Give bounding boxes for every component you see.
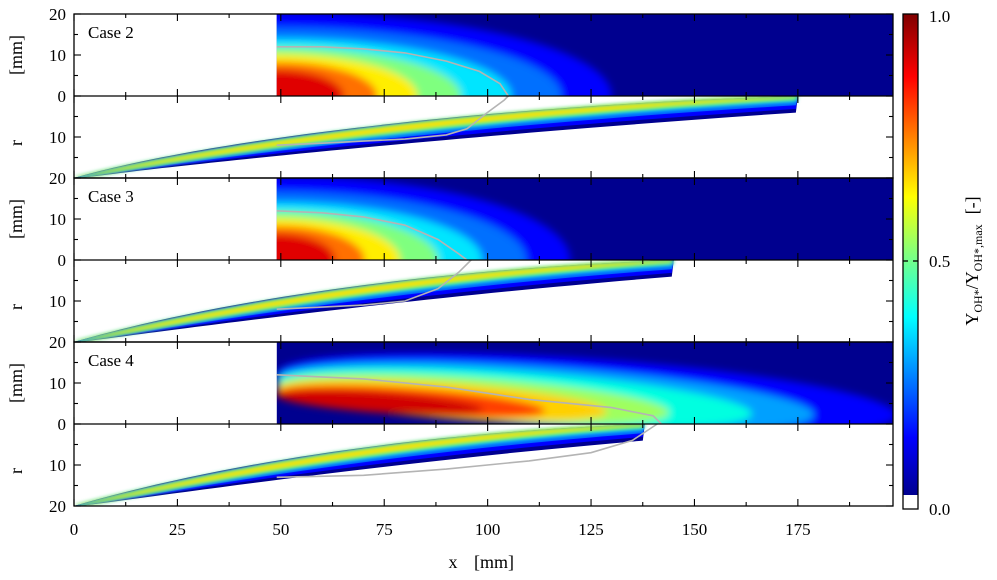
x-axis-unit: [mm] — [474, 552, 514, 572]
r-axis-unit-1: [mm] — [6, 35, 26, 75]
simulation-field-2 — [74, 96, 798, 178]
r-axis-title-3: r — [6, 468, 26, 474]
x-tick-label: 0 — [70, 520, 79, 539]
colorbar-label-sub1: OH* — [971, 289, 985, 312]
r-axis-unit-2: [mm] — [6, 199, 26, 239]
case-label-3: Case 3 — [88, 187, 134, 206]
r-tick-label: 20 — [49, 169, 66, 188]
simulation-field-3 — [74, 260, 674, 342]
experiment-blob-6 — [276, 69, 344, 96]
experiment-blob-6 — [276, 233, 336, 260]
simulation-layer-3 — [74, 424, 645, 506]
experiment-band-6 — [276, 389, 484, 415]
r-tick-label: 10 — [49, 128, 66, 147]
r-axis-titles: r [mm] r [mm] r [mm] — [6, 35, 26, 474]
x-tick-label: 25 — [169, 520, 186, 539]
r-tick-label: 10 — [49, 374, 66, 393]
case-3-group — [74, 178, 893, 342]
simulation-layer-3 — [74, 96, 798, 178]
simulation-layer-2 — [74, 260, 674, 342]
r-tick-label: 20 — [49, 5, 66, 24]
colorbar-label-sep: /Y — [962, 271, 982, 289]
colorbar-gradient — [903, 14, 918, 495]
colorbar-label-main: Y — [962, 313, 982, 326]
r-tick-label: 20 — [49, 333, 66, 352]
simulation-contour-2 — [276, 95, 509, 146]
colorbar-label-sub2: OH*,max — [971, 224, 985, 271]
simulation-layer-2 — [74, 96, 798, 178]
experiment-contour-3 — [276, 210, 468, 261]
colorbar-label: YOH*/YOH*,max [-] — [962, 196, 985, 325]
axes-case-4: 20 10 0 10 20 Case 4 — [49, 333, 894, 516]
case-label-4: Case 4 — [88, 351, 134, 370]
x-tick-label: 150 — [682, 520, 708, 539]
colorbar-tick-bottom: 0.0 — [929, 500, 950, 519]
experiment-field-2 — [276, 14, 893, 96]
x-tick-label: 100 — [475, 520, 501, 539]
r-tick-label: 10 — [49, 210, 66, 229]
simulation-field-4 — [74, 424, 645, 506]
experiment-contour-2 — [276, 45, 509, 97]
x-tick-label: 175 — [785, 520, 811, 539]
r-tick-label: 20 — [49, 497, 66, 516]
experiment-contour-4 — [276, 374, 662, 425]
simulation-layer-3 — [74, 260, 674, 342]
r-tick-label: 0 — [58, 251, 67, 270]
x-tick-label: 75 — [376, 520, 393, 539]
r-tick-label: 10 — [49, 456, 66, 475]
x-tick-label: 125 — [578, 520, 604, 539]
r-axis-title-1: r — [6, 140, 26, 146]
simulation-layer-2 — [74, 424, 645, 506]
x-axis-title: x [mm] — [449, 552, 515, 572]
x-tick-label: 50 — [272, 520, 289, 539]
r-tick-label: 10 — [49, 46, 66, 65]
panels — [74, 14, 893, 506]
r-axis-unit-3: [mm] — [6, 363, 26, 403]
experiment-blobs — [276, 14, 612, 96]
case-label-2: Case 2 — [88, 23, 134, 42]
case-4-group — [74, 342, 893, 506]
colorbar-label-unit: [-] — [962, 196, 982, 214]
experiment-field-3 — [276, 178, 893, 260]
r-tick-label: 0 — [58, 415, 67, 434]
experiment-blobs — [276, 178, 571, 260]
r-axis-title-2: r — [6, 304, 26, 310]
r-tick-label: 0 — [58, 87, 67, 106]
x-axis-label: x — [449, 552, 458, 572]
case-2-group — [74, 14, 893, 178]
colorbar-zero-band — [903, 495, 918, 509]
simulation-contour-3 — [276, 259, 472, 310]
colorbar-tick-top: 1.0 — [929, 7, 950, 26]
colorbar-tick-mid: 0.5 — [929, 252, 950, 271]
r-tick-label: 10 — [49, 292, 66, 311]
simulation-contour-4 — [276, 423, 658, 479]
colorbar: 1.0 0.5 0.0 YOH*/YOH*,max [-] — [902, 7, 985, 519]
